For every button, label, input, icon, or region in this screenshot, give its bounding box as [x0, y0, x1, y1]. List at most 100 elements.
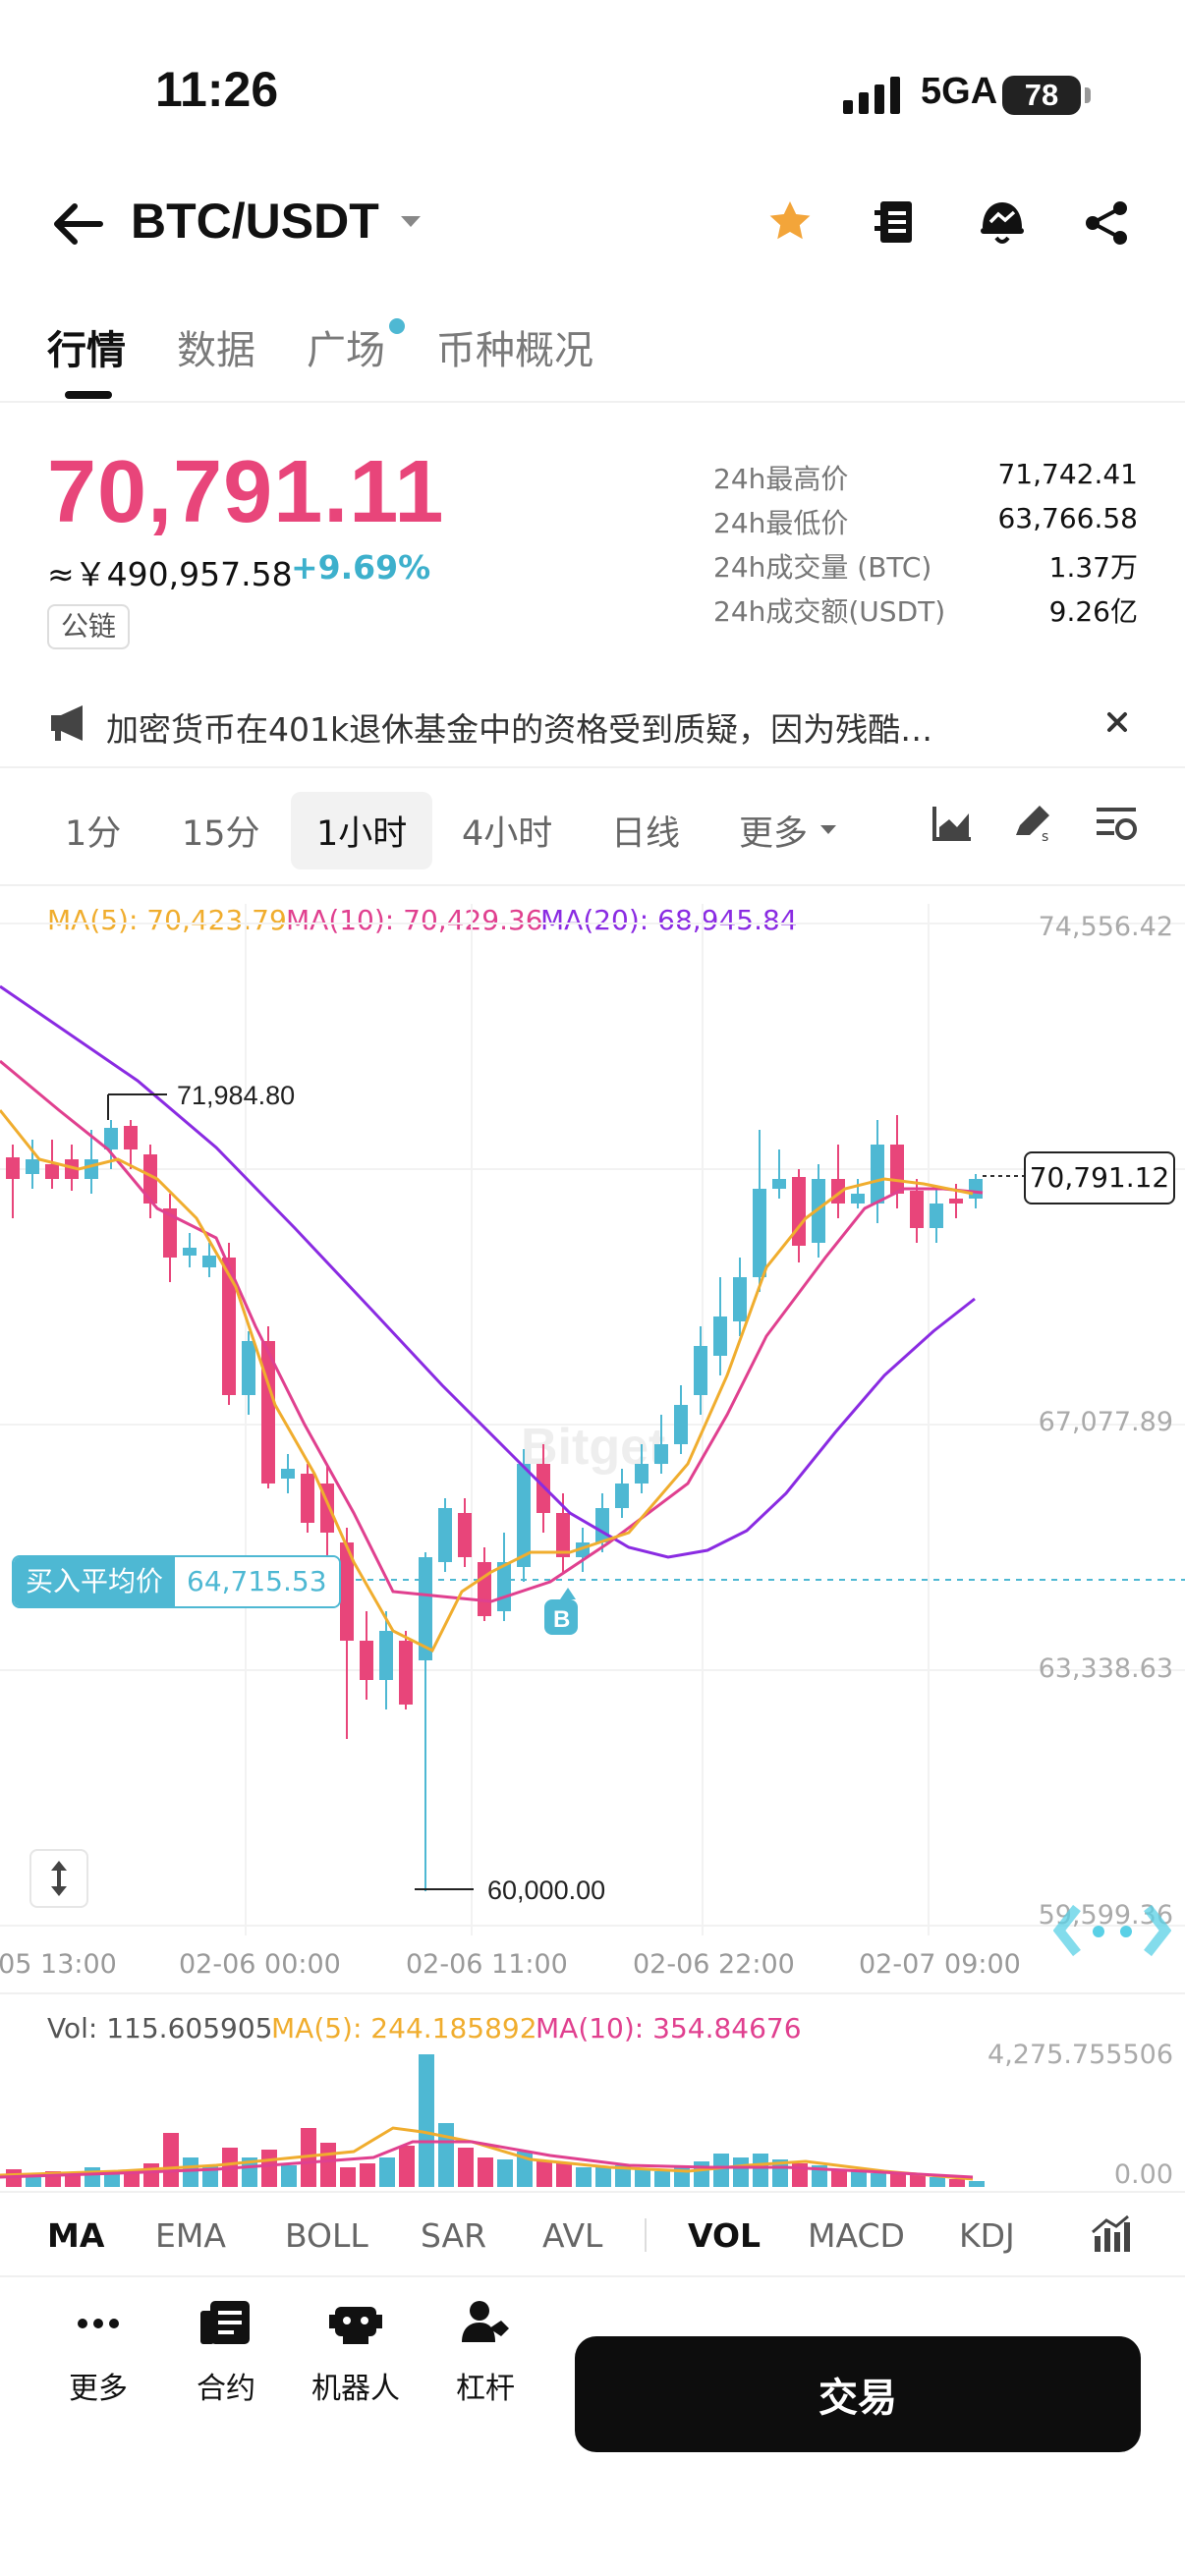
indicator-vol[interactable]: VOL	[688, 2216, 762, 2255]
candle	[674, 1405, 688, 1444]
volume-bar	[419, 2054, 434, 2187]
volume-bar	[910, 2175, 926, 2187]
volume-bar	[163, 2133, 179, 2187]
divider	[0, 884, 1185, 886]
bottom-robot-button[interactable]: 机器人	[297, 2299, 415, 2407]
status-time: 11:26	[155, 62, 279, 117]
trade-button[interactable]: 交易	[575, 2336, 1141, 2452]
volume-bar	[379, 2157, 395, 2187]
buy-average-tag[interactable]: 买入平均价 64,715.53	[12, 1555, 341, 1608]
candle	[163, 1208, 177, 1258]
volume-bar	[615, 2165, 631, 2187]
volume-bar	[871, 2173, 886, 2187]
candle	[26, 1159, 39, 1174]
back-arrow-icon[interactable]	[49, 200, 104, 252]
volume-bar	[713, 2154, 729, 2187]
chart-settings-icon[interactable]	[1095, 806, 1138, 849]
tab-data[interactable]: 数据	[177, 328, 255, 373]
interval-1d[interactable]: 日线	[611, 814, 681, 854]
candle	[104, 1128, 118, 1149]
share-icon[interactable]	[1085, 200, 1130, 250]
volume-y-tick: 4,275.755506	[988, 2040, 1173, 2070]
buy-marker[interactable]: B	[544, 1588, 578, 1635]
indicator-kdj[interactable]: KDJ	[959, 2216, 1015, 2255]
candle	[930, 1204, 943, 1228]
interval-4h[interactable]: 4小时	[462, 814, 553, 854]
candlestick-chart[interactable]: Bitget 71,984.80 60,000.00 B	[0, 904, 1185, 2004]
bottom-more-button[interactable]: 更多	[39, 2299, 157, 2407]
category-chip[interactable]: 公链	[47, 604, 131, 649]
indicator-sar[interactable]: SAR	[421, 2216, 487, 2255]
ma5-line	[0, 1109, 974, 1653]
volume-bar	[458, 2148, 474, 2187]
indicator-ma[interactable]: MA	[47, 2216, 105, 2255]
interval-more[interactable]: 更多	[739, 814, 809, 854]
volume-bar	[183, 2157, 198, 2187]
divider	[0, 2275, 1185, 2277]
indicator-avl[interactable]: AVL	[542, 2216, 603, 2255]
chart-type-icon[interactable]	[931, 804, 973, 847]
candle	[792, 1177, 806, 1246]
tab-square[interactable]: 广场	[307, 328, 385, 373]
volume-bar	[635, 2169, 650, 2187]
interval-1m[interactable]: 1分	[65, 814, 122, 854]
volume-ma10-legend: MA(10): 354.84676	[536, 2012, 802, 2044]
ma5-legend: MA(5): 70,423.79	[47, 904, 287, 936]
tab-coin-overview[interactable]: 币种概况	[436, 328, 593, 373]
robot-icon	[329, 2307, 382, 2344]
indicator-boll[interactable]: BOLL	[285, 2216, 368, 2255]
scroll-to-latest-icon[interactable]	[1052, 1902, 1172, 1963]
chevron-down-icon[interactable]	[819, 821, 837, 840]
bottom-contract-button[interactable]: 合约	[167, 2299, 285, 2407]
candle	[65, 1159, 79, 1179]
volume-chart	[0, 2054, 985, 2187]
volume-bar	[478, 2157, 493, 2187]
candle	[517, 1464, 531, 1567]
volume-y-tick: 0.00	[1113, 2159, 1173, 2190]
candle	[753, 1189, 766, 1277]
close-icon[interactable]	[1106, 711, 1128, 737]
bottom-leverage-button[interactable]: 杠杆	[426, 2299, 544, 2407]
high-label: 71,984.80	[177, 1081, 295, 1110]
candle	[379, 1631, 393, 1680]
volume-ma5-legend: MA(5): 244.185892	[271, 2012, 537, 2044]
candle	[301, 1474, 314, 1523]
candle	[281, 1469, 295, 1479]
indicator-settings-icon[interactable]	[1091, 2214, 1130, 2258]
x-axis-tick: 02-05 13:00	[0, 1949, 117, 1980]
interval-15m[interactable]: 15分	[182, 814, 260, 854]
chevron-down-icon[interactable]	[399, 214, 423, 234]
cny-price: ≈￥490,957.58	[47, 555, 293, 593]
alert-bell-icon[interactable]	[979, 198, 1026, 250]
leverage-icon	[462, 2301, 509, 2342]
favorite-star-icon[interactable]	[766, 198, 814, 250]
stat-label: 24h成交额(USDT)	[713, 595, 946, 628]
signal-icon	[843, 77, 904, 120]
trading-pair-title[interactable]: BTC/USDT	[131, 194, 379, 249]
tab-market[interactable]: 行情	[47, 328, 126, 373]
volume-bar	[261, 2150, 277, 2187]
buy-average-label: 买入平均价	[14, 1557, 176, 1606]
indicator-macd[interactable]: MACD	[808, 2216, 905, 2255]
news-ticker[interactable]: 加密货币在401k退休基金中的资格受到质疑，因为残酷…	[106, 710, 933, 749]
stat-label: 24h最低价	[713, 507, 849, 539]
candle	[222, 1258, 236, 1395]
stat-value: 71,742.41	[997, 458, 1138, 490]
divider	[0, 401, 1185, 403]
drawing-tool-icon[interactable]: s	[1012, 802, 1055, 847]
interval-1h[interactable]: 1小时	[291, 792, 433, 869]
candle	[733, 1277, 747, 1321]
battery-icon: 78	[1002, 76, 1091, 115]
buy-average-value: 64,715.53	[175, 1557, 339, 1606]
volume-bar	[65, 2175, 81, 2187]
stat-label: 24h最高价	[713, 463, 849, 495]
bottom-leverage-label: 杠杆	[456, 2372, 515, 2406]
ma10-legend: MA(10): 70,429.36	[286, 904, 543, 936]
notebook-icon[interactable]	[875, 198, 918, 250]
stat-value: 63,766.58	[997, 502, 1138, 534]
svg-text:s: s	[1042, 829, 1048, 843]
volume-bar	[694, 2161, 709, 2187]
tab-underline	[65, 391, 112, 399]
indicator-ema[interactable]: EMA	[155, 2216, 226, 2255]
expand-vertical-icon[interactable]	[29, 1849, 88, 1908]
